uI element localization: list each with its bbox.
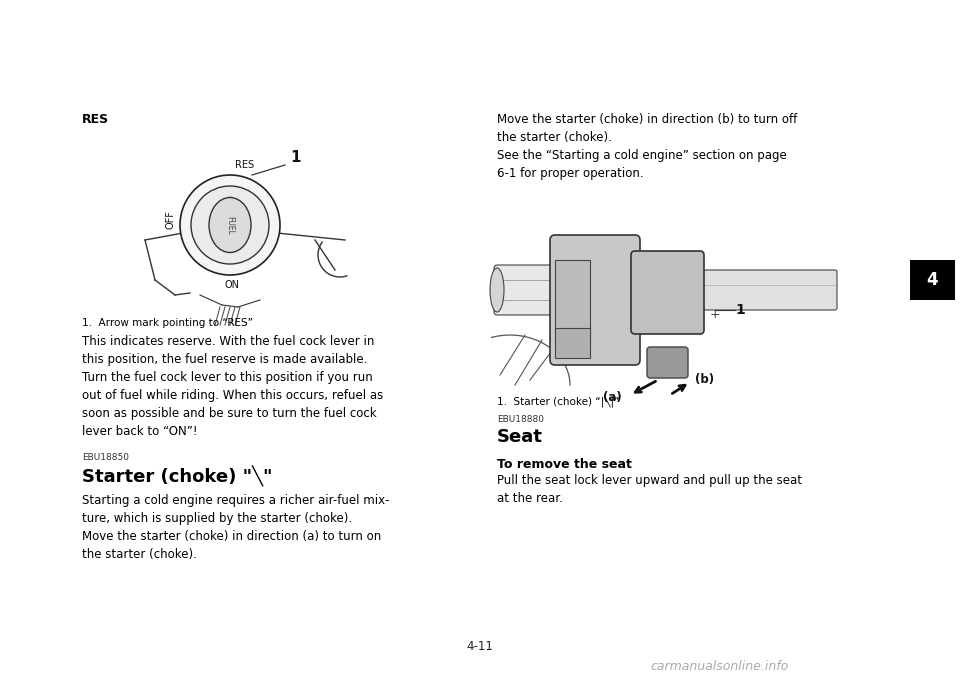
Text: EBU18850: EBU18850	[82, 453, 129, 462]
Text: Starting a cold engine requires a richer air-fuel mix-
ture, which is supplied b: Starting a cold engine requires a richer…	[82, 494, 390, 561]
Text: (b): (b)	[695, 374, 714, 386]
Text: +: +	[709, 308, 720, 321]
FancyBboxPatch shape	[647, 347, 688, 378]
Text: 1.  Starter (choke) “|╲|”: 1. Starter (choke) “|╲|”	[497, 395, 619, 407]
Text: 1: 1	[290, 150, 300, 165]
Text: This indicates reserve. With the fuel cock lever in
this position, the fuel rese: This indicates reserve. With the fuel co…	[82, 335, 383, 438]
Bar	[910, 260, 955, 300]
Text: O: O	[557, 255, 562, 260]
Bar	[555, 260, 590, 340]
FancyBboxPatch shape	[550, 235, 640, 365]
Bar	[555, 328, 590, 358]
Text: carmanualsonline.info: carmanualsonline.info	[651, 660, 789, 673]
Text: RES: RES	[82, 113, 109, 126]
Text: Starter (choke) "╲": Starter (choke) "╲"	[82, 466, 273, 487]
Text: OFF: OFF	[165, 211, 175, 229]
Text: 4: 4	[926, 271, 938, 289]
Text: EBU18880: EBU18880	[497, 415, 544, 424]
Text: Move the starter (choke) in direction (b) to turn off
the starter (choke).
See t: Move the starter (choke) in direction (b…	[497, 113, 797, 180]
Text: LIGHTS: LIGHTS	[557, 265, 575, 270]
Text: •OFF: •OFF	[557, 248, 569, 253]
Text: 4-11: 4-11	[467, 640, 493, 653]
Text: 1: 1	[735, 303, 745, 317]
Text: ☆○: ☆○	[557, 335, 565, 340]
Text: ON: ON	[225, 280, 239, 290]
Ellipse shape	[490, 268, 504, 312]
Text: 1.  Arrow mark pointing to “RES”: 1. Arrow mark pointing to “RES”	[82, 318, 252, 328]
Text: RES: RES	[235, 160, 254, 170]
Text: +: +	[689, 254, 700, 266]
Ellipse shape	[209, 197, 251, 252]
Ellipse shape	[191, 186, 269, 264]
Text: (a): (a)	[603, 391, 622, 405]
FancyBboxPatch shape	[698, 270, 837, 310]
Text: Seat: Seat	[497, 428, 542, 446]
FancyBboxPatch shape	[494, 265, 575, 315]
Text: Pull the seat lock lever upward and pull up the seat
at the rear.: Pull the seat lock lever upward and pull…	[497, 474, 802, 505]
FancyBboxPatch shape	[631, 251, 704, 334]
Text: FUEL: FUEL	[226, 216, 234, 235]
Ellipse shape	[180, 175, 280, 275]
Text: To remove the seat: To remove the seat	[497, 458, 632, 471]
